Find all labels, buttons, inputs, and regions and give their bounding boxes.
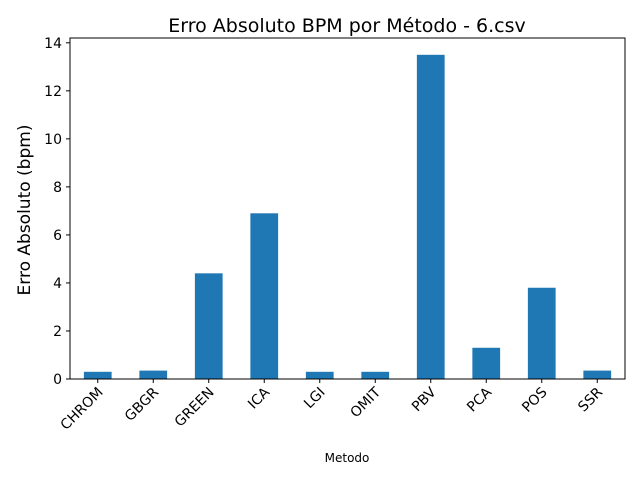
x-tick-label: SSR: [575, 384, 606, 415]
y-axis: 0 2 4 6 8 10 12 14: [44, 36, 70, 388]
y-tick-label: 12: [44, 84, 62, 100]
bar-ssr: [583, 370, 612, 379]
bar-omit: [361, 371, 390, 379]
x-tick-label: CHROM: [58, 385, 107, 434]
bar-lgi: [305, 371, 334, 379]
x-tick-label: OMIT: [347, 384, 384, 421]
bar-green: [194, 273, 223, 379]
x-tick-label: ICA: [245, 384, 273, 412]
y-tick-label: 8: [53, 180, 62, 196]
bar-chrom: [83, 371, 112, 379]
bar-ica: [250, 213, 279, 379]
y-axis-label: Erro Absoluto (bpm): [15, 125, 35, 296]
y-tick-label: 10: [44, 132, 62, 148]
y-tick-label: 14: [44, 36, 62, 52]
bar-pos: [527, 287, 556, 379]
bar-gbgr: [139, 370, 168, 379]
y-tick-label: 4: [53, 276, 62, 292]
plot-frame: [69, 37, 626, 380]
x-tick-label: POS: [519, 384, 550, 415]
y-tick-label: 2: [53, 324, 62, 340]
x-tick-label: GBGR: [122, 384, 162, 424]
bar-pca: [472, 347, 501, 379]
x-tick-label: PBV: [409, 384, 440, 415]
bar-pbv: [416, 54, 445, 379]
x-tick-label: PCA: [464, 384, 495, 415]
y-tick-label: 0: [53, 372, 62, 388]
y-tick-label: 6: [53, 228, 62, 244]
x-axis-label: Metodo: [325, 451, 370, 465]
x-tick-label: GREEN: [172, 385, 218, 431]
x-axis: CHROM GBGR GREEN ICA LGI OMIT PBV PCA POS SSR: [58, 379, 606, 434]
chart-title: Erro Absoluto BPM por Método - 6.csv: [168, 15, 526, 37]
bars-group: [83, 54, 612, 379]
x-tick-label: LGI: [301, 385, 328, 412]
